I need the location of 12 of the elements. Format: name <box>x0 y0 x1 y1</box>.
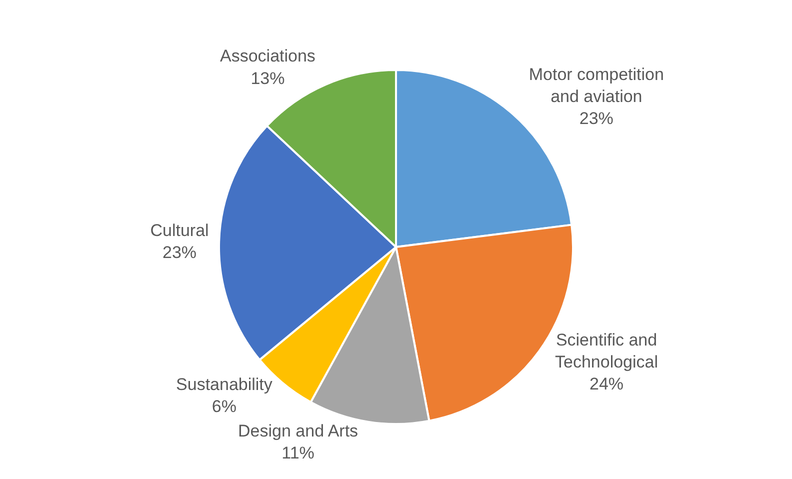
data-label: 13% <box>250 68 285 88</box>
slice-label: Cultural <box>150 220 209 240</box>
slice-label: Scientific and Technological <box>554 330 658 372</box>
slice-label: Motor competition and aviation <box>528 64 664 106</box>
slice-label: Sustanability <box>176 375 273 394</box>
slice-label: Associations <box>220 46 316 66</box>
data-label: 24% <box>589 374 624 394</box>
data-label: 11% <box>282 443 314 462</box>
slice-label: Design and Arts <box>238 421 358 440</box>
data-label: 6% <box>212 397 236 416</box>
data-label: 23% <box>579 109 614 128</box>
data-label: 23% <box>162 242 197 262</box>
